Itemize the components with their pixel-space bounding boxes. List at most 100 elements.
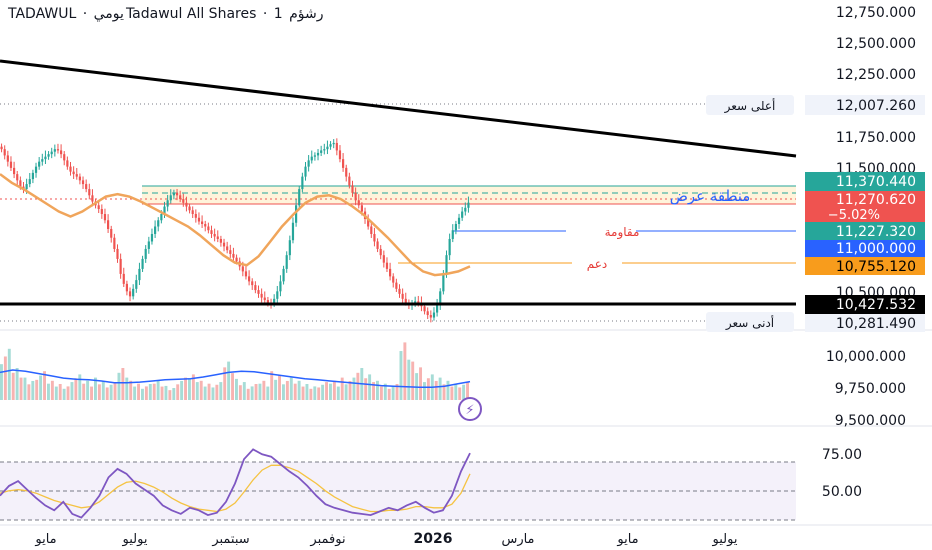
candle-body <box>125 283 128 292</box>
volume-bar <box>321 384 325 400</box>
volume-bar <box>352 377 356 400</box>
horizontal-line-price-tag: 10,427.532 <box>836 297 916 313</box>
candle-body <box>432 312 436 318</box>
volume-bar <box>74 378 78 400</box>
support-label: دعم <box>587 257 608 271</box>
time-axis[interactable]: مايو يوليو سبتمبر نوفمبر 2026 مارس مايو … <box>34 531 737 547</box>
candle-body <box>351 185 354 193</box>
volume-bar <box>0 364 3 400</box>
price-axis[interactable]: 12,750.000 12,500.000 12,250.000 11,750.… <box>805 5 925 500</box>
volume-bar <box>207 383 211 400</box>
volume-bar <box>137 383 140 400</box>
volume-bar <box>462 384 466 400</box>
volume-bar <box>348 380 352 400</box>
volume-bars <box>0 342 469 400</box>
volume-bar <box>387 388 391 400</box>
volume-bar <box>278 375 281 400</box>
volume-bar <box>223 367 227 400</box>
candle-body <box>210 230 213 234</box>
candle-body <box>276 291 279 299</box>
candle-body <box>75 174 78 177</box>
candle-body <box>56 149 60 151</box>
volume-tick: 10,000.000 <box>826 349 906 365</box>
candle-body <box>320 150 323 153</box>
candle-body <box>417 301 420 303</box>
interval-label: رشؤم <box>289 6 324 22</box>
volume-bar <box>97 384 101 400</box>
last-change-tag: −5.02% <box>828 208 880 223</box>
volume-bar <box>282 384 285 400</box>
volume-bar <box>70 382 74 400</box>
candle-body <box>266 300 269 303</box>
candle-body <box>81 180 85 185</box>
volume-bar <box>117 372 121 400</box>
time-tick: مايو <box>616 532 638 547</box>
candle-body <box>395 282 398 289</box>
candle-body <box>191 210 194 215</box>
candle-body <box>298 189 301 206</box>
volume-bar <box>47 383 50 400</box>
candle-body <box>119 258 122 274</box>
volume-bar <box>215 384 219 400</box>
volume-bar <box>356 372 360 400</box>
candle-body <box>310 156 313 161</box>
title-separator: · <box>82 6 88 22</box>
volume-bar <box>344 384 348 400</box>
candle-body <box>219 238 222 243</box>
volume-bar <box>15 368 19 400</box>
volume-bar <box>184 377 187 400</box>
candle-body <box>226 246 229 251</box>
candle-body <box>122 273 125 284</box>
high-label: أعلى سعر <box>724 98 776 114</box>
volume-bar <box>101 380 105 400</box>
candle-body <box>154 226 157 234</box>
candle-body <box>313 155 316 157</box>
candle-body <box>423 306 426 312</box>
time-tick: 2026 <box>414 531 453 547</box>
supply-top-price-tag: 11,370.440 <box>836 174 916 190</box>
candle-body <box>367 219 370 227</box>
candle-body <box>157 220 160 227</box>
volume-bar <box>293 383 297 400</box>
candle-body <box>138 268 141 281</box>
time-tick: سبتمبر <box>211 532 249 547</box>
candle-body <box>229 250 232 254</box>
descending-trendline[interactable] <box>0 59 797 158</box>
volume-bar <box>379 386 383 400</box>
volume-bar <box>199 380 203 400</box>
symbol-label[interactable]: TADAWUL <box>8 6 77 22</box>
candle-body <box>404 298 407 303</box>
time-tick: مارس <box>501 532 534 547</box>
volume-bar <box>203 386 207 400</box>
candle-body <box>241 266 244 272</box>
candle-body <box>163 206 166 215</box>
rsi-tick: 50.00 <box>822 484 862 500</box>
title-separator: · <box>262 6 268 22</box>
volume-bar <box>383 383 387 400</box>
volume-bar <box>364 378 368 400</box>
volume-bar <box>3 356 7 400</box>
candle-body <box>116 248 119 259</box>
candle-body <box>0 146 3 150</box>
candle-body <box>389 268 392 277</box>
instrument-name: Tadawul All Shares <box>125 6 257 22</box>
volume-bar <box>168 390 172 400</box>
candle-body <box>38 161 41 167</box>
volume-bar <box>39 375 43 400</box>
alert-icon[interactable] <box>458 397 482 421</box>
volume-bar <box>144 386 148 400</box>
volume-bar <box>450 386 454 400</box>
candle-body <box>338 150 342 160</box>
volume-bar <box>105 387 109 400</box>
candle-body <box>197 217 201 222</box>
candle-body <box>194 214 197 218</box>
candle-body <box>464 207 467 212</box>
volume-bar <box>113 382 117 400</box>
candle-body <box>439 291 442 306</box>
candle-body <box>182 199 185 203</box>
volume-bar <box>317 387 321 400</box>
candle-body <box>66 160 69 167</box>
candle-body <box>44 156 47 160</box>
candle-body <box>88 189 91 196</box>
